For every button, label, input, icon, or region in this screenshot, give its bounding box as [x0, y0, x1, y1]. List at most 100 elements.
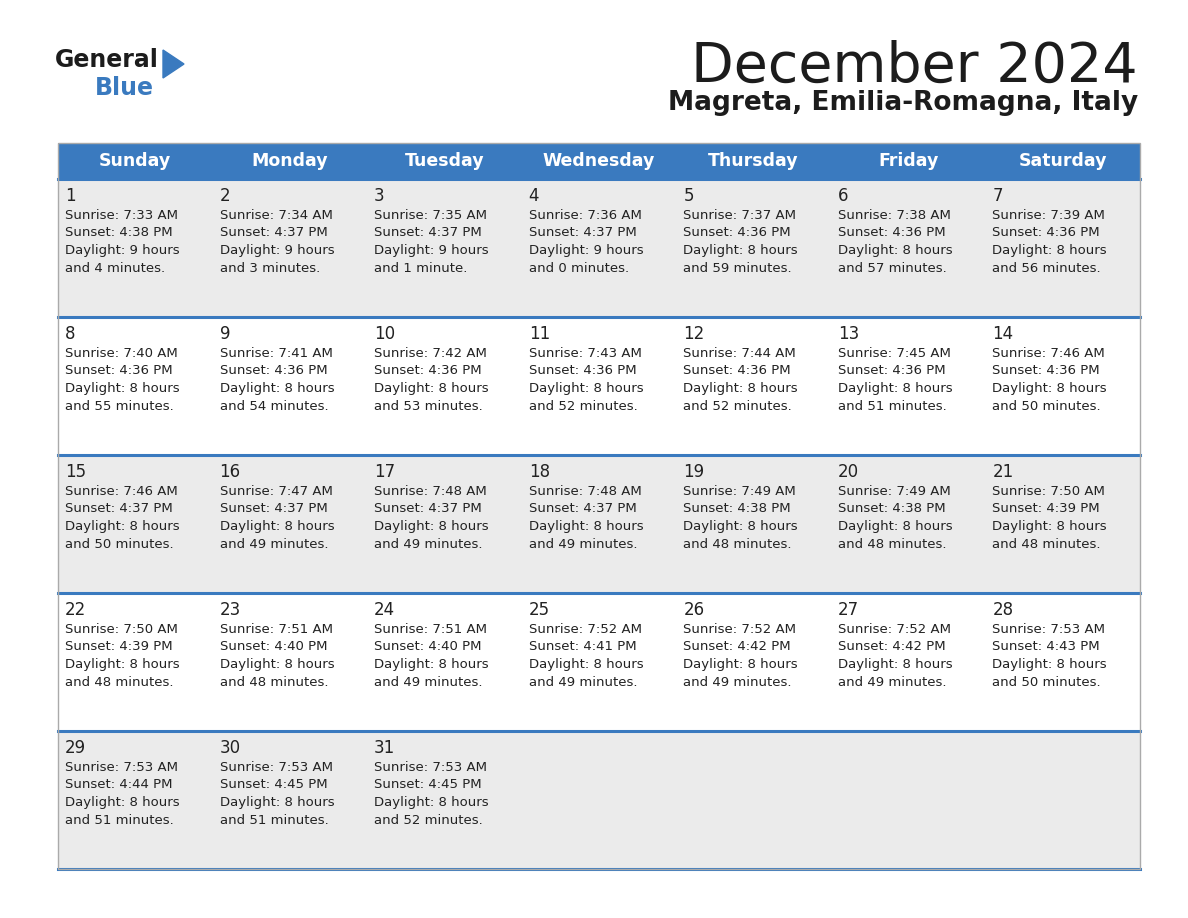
Text: Sunday: Sunday — [99, 152, 171, 170]
Text: 6: 6 — [838, 187, 848, 205]
Bar — [58, 731, 1140, 869]
Text: Sunset: 4:36 PM: Sunset: 4:36 PM — [65, 364, 172, 377]
Text: and 48 minutes.: and 48 minutes. — [683, 538, 791, 551]
Text: Sunset: 4:37 PM: Sunset: 4:37 PM — [529, 502, 637, 516]
Text: Daylight: 8 hours: Daylight: 8 hours — [683, 244, 798, 257]
Text: Sunrise: 7:51 AM: Sunrise: 7:51 AM — [374, 623, 487, 636]
Text: Sunset: 4:37 PM: Sunset: 4:37 PM — [374, 502, 482, 516]
Text: Sunrise: 7:33 AM: Sunrise: 7:33 AM — [65, 209, 178, 222]
Text: 23: 23 — [220, 601, 241, 619]
Text: Sunset: 4:42 PM: Sunset: 4:42 PM — [683, 641, 791, 654]
Text: Sunrise: 7:50 AM: Sunrise: 7:50 AM — [992, 485, 1105, 498]
Text: and 49 minutes.: and 49 minutes. — [529, 676, 637, 688]
Text: Sunrise: 7:50 AM: Sunrise: 7:50 AM — [65, 623, 178, 636]
Text: and 4 minutes.: and 4 minutes. — [65, 262, 165, 274]
Text: and 57 minutes.: and 57 minutes. — [838, 262, 947, 274]
Text: Sunset: 4:36 PM: Sunset: 4:36 PM — [220, 364, 327, 377]
Text: Daylight: 8 hours: Daylight: 8 hours — [838, 244, 953, 257]
Text: Sunset: 4:36 PM: Sunset: 4:36 PM — [992, 227, 1100, 240]
Text: and 48 minutes.: and 48 minutes. — [992, 538, 1101, 551]
Text: and 48 minutes.: and 48 minutes. — [220, 676, 328, 688]
Text: and 53 minutes.: and 53 minutes. — [374, 399, 482, 412]
Text: Daylight: 9 hours: Daylight: 9 hours — [65, 244, 179, 257]
Text: and 49 minutes.: and 49 minutes. — [374, 676, 482, 688]
Text: and 0 minutes.: and 0 minutes. — [529, 262, 628, 274]
Text: Sunrise: 7:41 AM: Sunrise: 7:41 AM — [220, 347, 333, 360]
Text: and 49 minutes.: and 49 minutes. — [683, 676, 791, 688]
Text: Daylight: 8 hours: Daylight: 8 hours — [374, 658, 488, 671]
Text: and 48 minutes.: and 48 minutes. — [65, 676, 173, 688]
Text: Daylight: 8 hours: Daylight: 8 hours — [838, 520, 953, 533]
Text: Sunset: 4:38 PM: Sunset: 4:38 PM — [838, 502, 946, 516]
Text: Tuesday: Tuesday — [405, 152, 485, 170]
Text: Sunset: 4:39 PM: Sunset: 4:39 PM — [65, 641, 172, 654]
Text: Sunset: 4:36 PM: Sunset: 4:36 PM — [374, 364, 482, 377]
Text: 18: 18 — [529, 463, 550, 481]
Text: and 49 minutes.: and 49 minutes. — [529, 538, 637, 551]
Text: Sunrise: 7:52 AM: Sunrise: 7:52 AM — [683, 623, 796, 636]
Text: Sunrise: 7:36 AM: Sunrise: 7:36 AM — [529, 209, 642, 222]
Text: Sunrise: 7:53 AM: Sunrise: 7:53 AM — [220, 761, 333, 774]
Bar — [58, 317, 1140, 455]
Text: 2: 2 — [220, 187, 230, 205]
Text: Daylight: 8 hours: Daylight: 8 hours — [683, 658, 798, 671]
Text: 3: 3 — [374, 187, 385, 205]
Text: and 3 minutes.: and 3 minutes. — [220, 262, 320, 274]
Text: Sunset: 4:38 PM: Sunset: 4:38 PM — [683, 502, 791, 516]
Text: Sunset: 4:39 PM: Sunset: 4:39 PM — [992, 502, 1100, 516]
Text: Sunrise: 7:38 AM: Sunrise: 7:38 AM — [838, 209, 950, 222]
Text: and 52 minutes.: and 52 minutes. — [529, 399, 638, 412]
Text: 4: 4 — [529, 187, 539, 205]
Text: Daylight: 8 hours: Daylight: 8 hours — [65, 520, 179, 533]
Text: 7: 7 — [992, 187, 1003, 205]
Text: Sunrise: 7:44 AM: Sunrise: 7:44 AM — [683, 347, 796, 360]
Text: Sunset: 4:36 PM: Sunset: 4:36 PM — [683, 364, 791, 377]
Text: Sunset: 4:36 PM: Sunset: 4:36 PM — [683, 227, 791, 240]
Text: Sunrise: 7:48 AM: Sunrise: 7:48 AM — [529, 485, 642, 498]
Text: Sunrise: 7:47 AM: Sunrise: 7:47 AM — [220, 485, 333, 498]
Text: Daylight: 8 hours: Daylight: 8 hours — [65, 382, 179, 395]
Text: Blue: Blue — [95, 76, 154, 100]
Text: 25: 25 — [529, 601, 550, 619]
Text: Sunset: 4:38 PM: Sunset: 4:38 PM — [65, 227, 172, 240]
Text: and 51 minutes.: and 51 minutes. — [220, 813, 328, 826]
Text: Sunset: 4:36 PM: Sunset: 4:36 PM — [838, 364, 946, 377]
Polygon shape — [163, 50, 184, 78]
Text: 20: 20 — [838, 463, 859, 481]
Text: Sunset: 4:37 PM: Sunset: 4:37 PM — [65, 502, 172, 516]
Text: Daylight: 8 hours: Daylight: 8 hours — [683, 520, 798, 533]
Text: Daylight: 8 hours: Daylight: 8 hours — [374, 796, 488, 809]
Text: 31: 31 — [374, 739, 396, 757]
Text: Daylight: 9 hours: Daylight: 9 hours — [529, 244, 644, 257]
Text: and 50 minutes.: and 50 minutes. — [992, 399, 1101, 412]
Text: 26: 26 — [683, 601, 704, 619]
Text: Daylight: 8 hours: Daylight: 8 hours — [374, 382, 488, 395]
Text: Daylight: 8 hours: Daylight: 8 hours — [529, 658, 644, 671]
Text: and 56 minutes.: and 56 minutes. — [992, 262, 1101, 274]
Text: Sunset: 4:36 PM: Sunset: 4:36 PM — [992, 364, 1100, 377]
Text: Daylight: 8 hours: Daylight: 8 hours — [220, 382, 334, 395]
Text: Daylight: 8 hours: Daylight: 8 hours — [992, 520, 1107, 533]
Text: Sunrise: 7:34 AM: Sunrise: 7:34 AM — [220, 209, 333, 222]
Text: 27: 27 — [838, 601, 859, 619]
Text: 8: 8 — [65, 325, 76, 343]
Text: Friday: Friday — [878, 152, 939, 170]
Text: 11: 11 — [529, 325, 550, 343]
Text: 12: 12 — [683, 325, 704, 343]
Text: Daylight: 8 hours: Daylight: 8 hours — [992, 382, 1107, 395]
Text: Sunrise: 7:53 AM: Sunrise: 7:53 AM — [374, 761, 487, 774]
Text: Daylight: 9 hours: Daylight: 9 hours — [374, 244, 488, 257]
Bar — [58, 143, 1140, 179]
Text: Daylight: 8 hours: Daylight: 8 hours — [220, 658, 334, 671]
Text: Sunrise: 7:35 AM: Sunrise: 7:35 AM — [374, 209, 487, 222]
Text: Sunset: 4:44 PM: Sunset: 4:44 PM — [65, 778, 172, 791]
Text: Daylight: 8 hours: Daylight: 8 hours — [992, 244, 1107, 257]
Text: 14: 14 — [992, 325, 1013, 343]
Text: 24: 24 — [374, 601, 396, 619]
Text: 9: 9 — [220, 325, 230, 343]
Text: Sunset: 4:36 PM: Sunset: 4:36 PM — [529, 364, 637, 377]
Text: Sunset: 4:42 PM: Sunset: 4:42 PM — [838, 641, 946, 654]
Text: Daylight: 8 hours: Daylight: 8 hours — [220, 520, 334, 533]
Text: Sunset: 4:36 PM: Sunset: 4:36 PM — [838, 227, 946, 240]
Text: Daylight: 8 hours: Daylight: 8 hours — [992, 658, 1107, 671]
